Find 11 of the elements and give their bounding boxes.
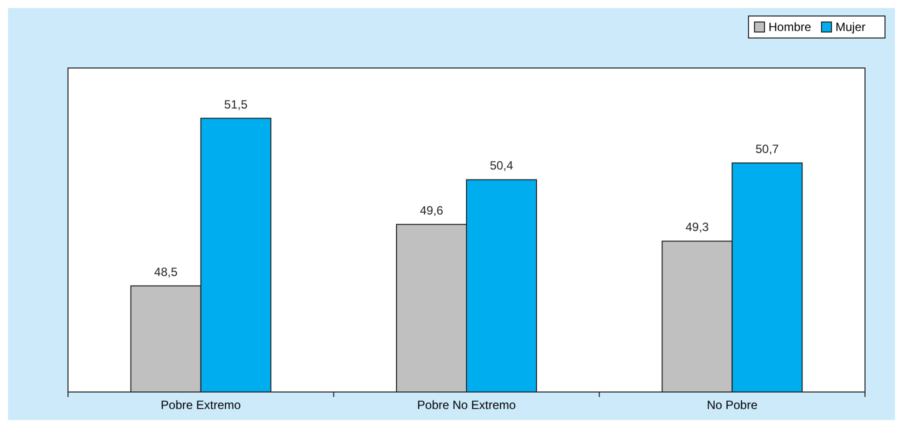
data-label: 49,6: [420, 203, 444, 218]
legend-label: Mujer: [836, 20, 866, 34]
x-tick-label: Pobre No Extremo: [417, 398, 516, 412]
x-tick-label: Pobre Extremo: [160, 398, 242, 412]
data-label: 50,7: [755, 142, 780, 156]
x-tick-label: No Pobre: [706, 398, 758, 412]
data-label: 49,3: [685, 220, 710, 234]
data-label: 48,5: [154, 264, 178, 279]
data-label: 50,4: [490, 158, 514, 173]
legend-label: Hombre: [768, 20, 812, 34]
data-label: 51,5: [224, 97, 248, 112]
